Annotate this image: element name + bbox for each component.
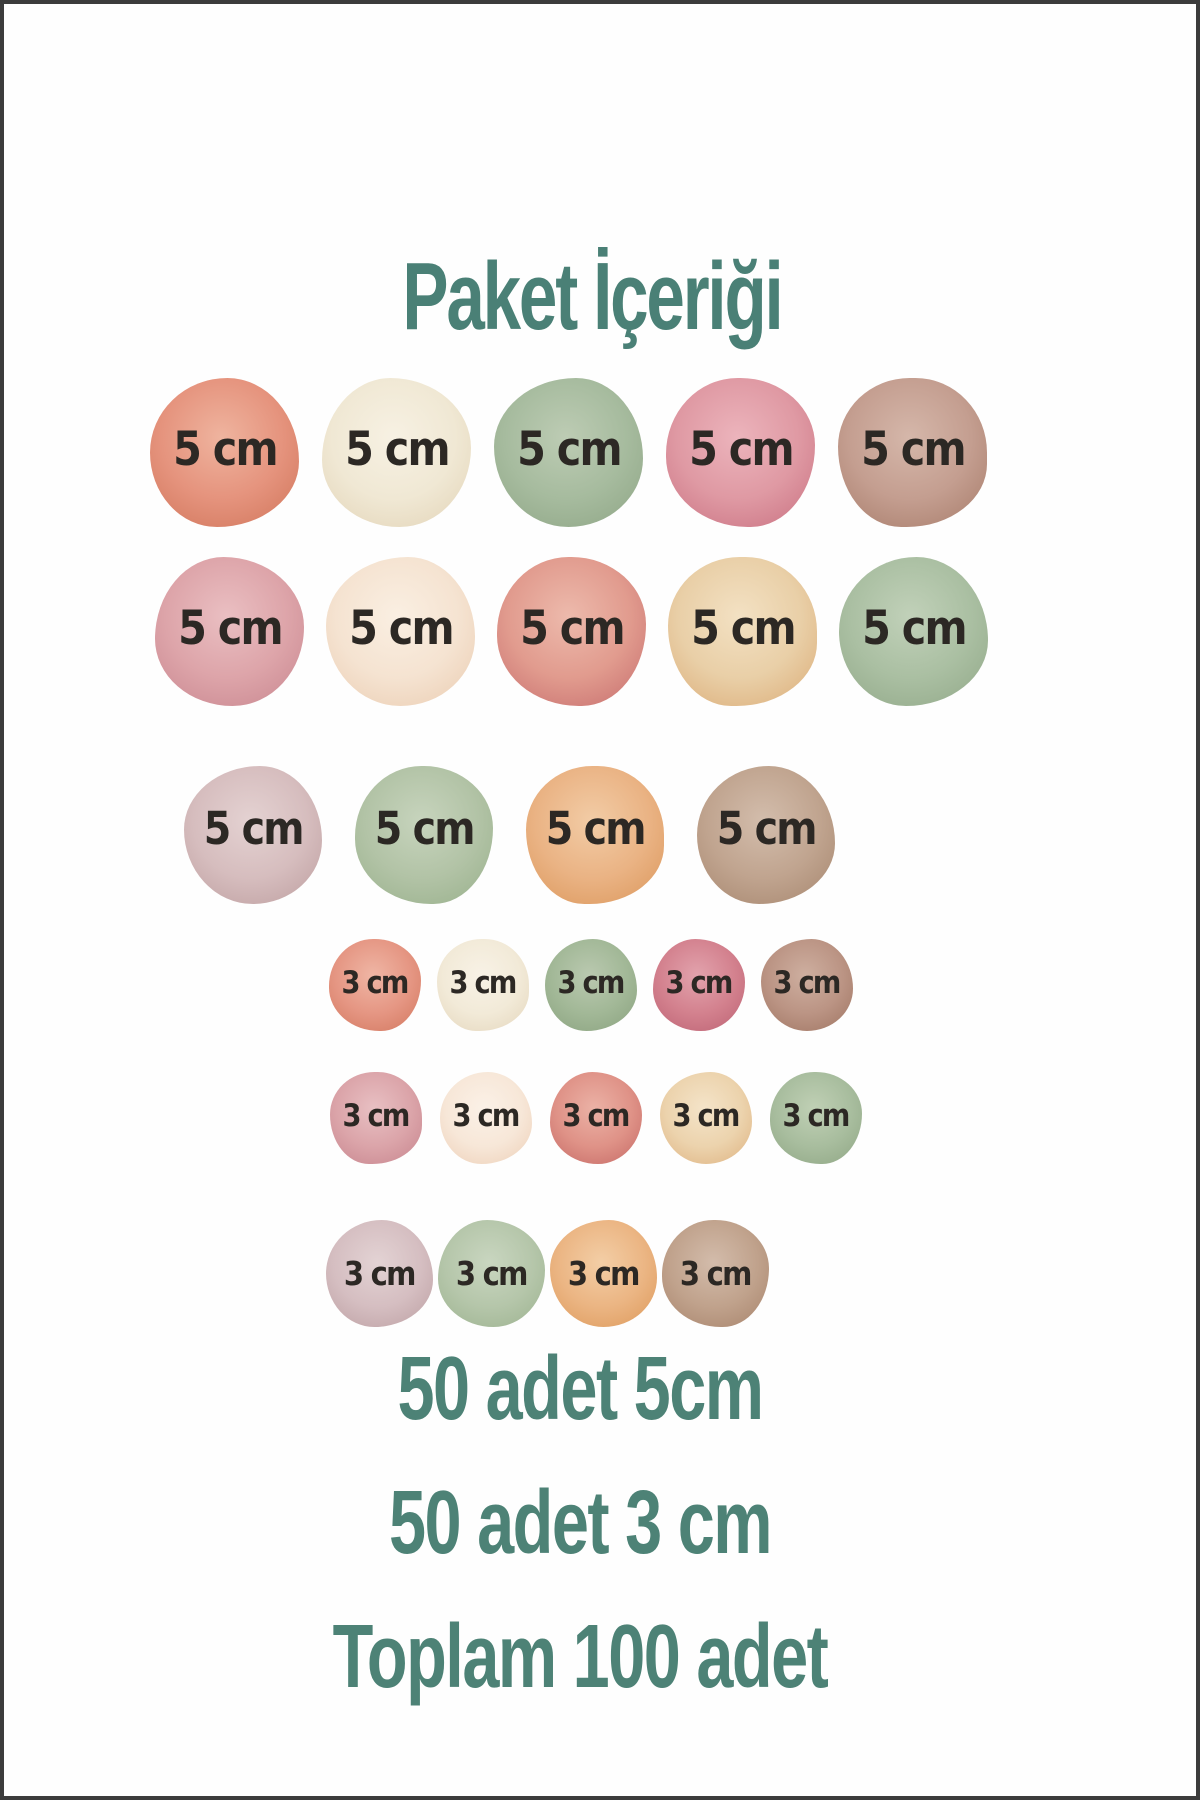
size-label: 3 cm [452, 1098, 521, 1134]
sticker-circle-peach-cream: 5 cm [326, 557, 475, 706]
size-label: 5 cm [344, 422, 451, 477]
sticker-row-3cm: 3 cm 3 cm 3 cm 3 cm 3 cm [330, 1072, 862, 1164]
sticker-circle-salmon: 5 cm [150, 378, 299, 527]
sticker-circle-cream: 5 cm [322, 378, 471, 527]
sticker-circle-peach-cream: 3 cm [440, 1072, 532, 1164]
sticker-circle-peach-tan: 3 cm [660, 1072, 752, 1164]
sticker-row-5cm: 5 cm 5 cm 5 cm 5 cm 5 cm [150, 378, 987, 527]
size-label: 5 cm [688, 422, 795, 477]
poster-title: Paket İçeriği [402, 243, 783, 350]
sticker-circle-sage-green: 3 cm [438, 1220, 545, 1327]
size-label: 5 cm [177, 601, 284, 656]
size-label: 3 cm [782, 1098, 851, 1134]
size-label: 5 cm [348, 601, 455, 656]
size-label: 5 cm [690, 601, 797, 656]
sticker-row-5cm: 5 cm 5 cm 5 cm 5 cm 5 cm [155, 557, 988, 706]
sticker-circle-sage-green: 5 cm [355, 766, 493, 904]
sticker-circle-apricot: 3 cm [550, 1220, 657, 1327]
size-label: 3 cm [557, 965, 626, 1001]
sticker-circle-tan: 5 cm [697, 766, 835, 904]
sticker-circle-dusty-rose: 5 cm [666, 378, 815, 527]
sticker-circle-peach-tan: 5 cm [668, 557, 817, 706]
size-label: 5 cm [203, 801, 304, 855]
sticker-circle-dusty-rose: 3 cm [653, 939, 745, 1031]
size-label: 5 cm [516, 422, 623, 477]
sticker-row-5cm: 5 cm 5 cm 5 cm 5 cm [184, 766, 835, 904]
sticker-circle-mauve-brown: 3 cm [761, 939, 853, 1031]
sticker-circle-coral: 5 cm [497, 557, 646, 706]
size-label: 3 cm [562, 1098, 631, 1134]
size-label: 3 cm [773, 965, 842, 1001]
sticker-circle-mauve-brown: 5 cm [838, 378, 987, 527]
sticker-circle-cream: 3 cm [437, 939, 529, 1031]
sticker-circle-tan: 3 cm [662, 1220, 769, 1327]
sticker-row-3cm: 3 cm 3 cm 3 cm 3 cm 3 cm [329, 939, 853, 1031]
sticker-circle-salmon: 3 cm [329, 939, 421, 1031]
sticker-row-3cm-large: 3 cm 3 cm 3 cm 3 cm [326, 1220, 769, 1327]
summary-line-3cm: 50 adet 3 cm [388, 1473, 773, 1573]
size-label: 3 cm [672, 1098, 741, 1134]
sticker-circle-apricot: 5 cm [526, 766, 664, 904]
size-label: 3 cm [449, 965, 518, 1001]
sticker-circle-dusty-pink: 5 cm [155, 557, 304, 706]
sticker-circle-sage-green: 5 cm [839, 557, 988, 706]
size-label: 3 cm [344, 1254, 417, 1293]
size-label: 5 cm [374, 801, 475, 855]
size-label: 3 cm [568, 1254, 641, 1293]
size-label: 3 cm [341, 965, 410, 1001]
sticker-circle-sage-green: 5 cm [494, 378, 643, 527]
size-label: 5 cm [860, 422, 967, 477]
sticker-circle-pale-mauve: 5 cm [184, 766, 322, 904]
summary-line-total: Toplam 100 adet [332, 1607, 829, 1707]
size-label: 5 cm [172, 422, 279, 477]
size-label: 3 cm [456, 1254, 529, 1293]
sticker-circle-coral: 3 cm [550, 1072, 642, 1164]
summary-line-5cm: 50 adet 5cm [397, 1339, 764, 1439]
size-label: 5 cm [519, 601, 626, 656]
summary-text: 50 adet 5cm 50 adet 3 cm Toplam 100 adet [139, 1322, 1021, 1724]
size-label: 3 cm [665, 965, 734, 1001]
sticker-circle-sage-green: 3 cm [770, 1072, 862, 1164]
size-label: 3 cm [342, 1098, 411, 1134]
size-label: 5 cm [861, 601, 968, 656]
size-label: 5 cm [716, 801, 817, 855]
sticker-circle-pale-mauve: 3 cm [326, 1220, 433, 1327]
size-label: 3 cm [680, 1254, 753, 1293]
size-label: 5 cm [545, 801, 646, 855]
sticker-circle-dusty-pink: 3 cm [330, 1072, 422, 1164]
sticker-circle-sage-green: 3 cm [545, 939, 637, 1031]
